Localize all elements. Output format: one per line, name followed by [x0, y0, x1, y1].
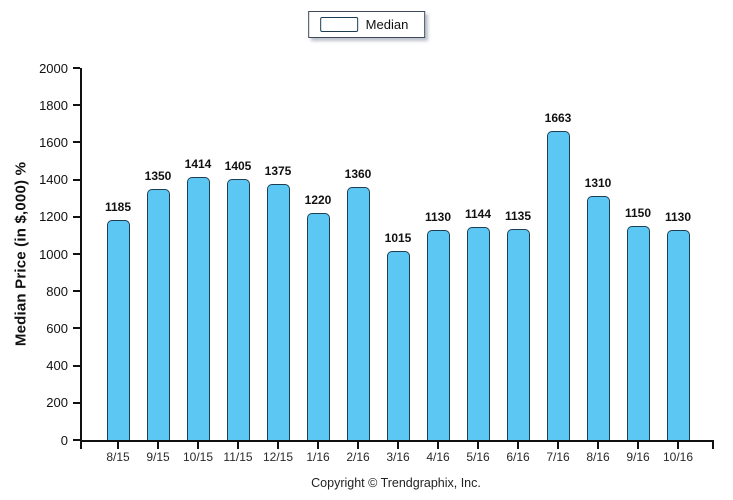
x-axis-tick: [437, 440, 439, 449]
x-axis-tick: [517, 440, 519, 449]
bar-value-label: 1220: [304, 193, 332, 208]
y-axis-tick: [73, 178, 80, 181]
x-axis-tick: [637, 440, 639, 449]
bar-value-label: 1144: [464, 207, 492, 222]
bar-6-16: [506, 228, 530, 440]
bar-value-label: 1414: [184, 156, 212, 171]
y-axis-label: 600: [46, 320, 68, 336]
copyright-text: Copyright © Trendgraphix, Inc.: [311, 476, 481, 490]
x-axis-tick: [357, 440, 359, 449]
bar-10-16: [666, 229, 690, 440]
x-axis-tick: [477, 440, 479, 449]
bar-value-label: 1663: [544, 110, 572, 125]
y-axis-tick: [73, 141, 80, 144]
bar-8-15: [106, 219, 130, 440]
y-axis-tick: [73, 439, 80, 441]
y-axis-tick: [73, 290, 80, 293]
x-axis-label: 10/15: [182, 450, 214, 464]
bar-10-15: [186, 177, 210, 440]
bar-value-label: 1015: [384, 231, 412, 246]
x-axis-label: 8/16: [586, 450, 610, 464]
bar-4-16: [426, 229, 450, 440]
x-axis-origin-tick: [80, 440, 82, 449]
y-axis-label: 2000: [39, 60, 68, 76]
bar-9-15: [146, 188, 170, 440]
x-axis-label: 8/15: [106, 450, 130, 464]
x-axis-tick: [677, 440, 679, 449]
x-axis-label: 7/16: [546, 450, 570, 464]
x-axis-label: 9/16: [626, 450, 650, 464]
x-axis-end-tick: [712, 440, 714, 449]
x-axis-tick: [277, 440, 279, 449]
y-axis-label: 1600: [39, 134, 68, 150]
x-axis-label: 4/16: [426, 450, 450, 464]
y-axis-label: 0: [60, 432, 68, 448]
x-axis-tick: [317, 440, 319, 449]
y-axis-tick: [73, 253, 80, 255]
y-axis-tick: [73, 67, 80, 69]
y-axis-tick: [73, 401, 80, 404]
y-axis-label: 1800: [39, 97, 68, 113]
bar-value-label: 1350: [144, 168, 172, 183]
x-axis-tick: [397, 440, 399, 449]
x-axis-label: 10/16: [662, 450, 694, 464]
bar-7-16: [546, 130, 570, 440]
x-axis-label: 5/16: [466, 450, 490, 464]
bar-value-label: 1360: [344, 167, 372, 182]
bar-12-15: [266, 184, 290, 440]
bar-value-label: 1310: [584, 176, 612, 191]
x-axis-tick: [197, 440, 199, 449]
x-axis-label: 11/15: [223, 450, 253, 464]
x-axis-label: 1/16: [306, 450, 330, 464]
x-axis-tick: [157, 440, 159, 449]
bar-value-label: 1405: [224, 158, 252, 173]
bar-value-label: 1150: [624, 206, 652, 221]
y-axis-label: 1400: [39, 172, 68, 188]
legend-box: Median: [307, 11, 426, 38]
x-axis-tick: [117, 440, 119, 449]
bar-11-15: [226, 178, 250, 440]
y-axis-tick: [73, 215, 80, 218]
bar-1-16: [306, 213, 330, 440]
y-axis-label: 400: [46, 358, 68, 374]
y-axis-tick: [73, 104, 80, 107]
bar-8-16: [586, 196, 610, 440]
y-axis-label: 800: [46, 283, 68, 299]
bar-value-label: 1130: [664, 209, 692, 224]
x-axis-label: 12/15: [262, 450, 294, 464]
bar-value-label: 1130: [424, 209, 452, 224]
bar-9-16: [626, 226, 650, 440]
x-axis-label: 3/16: [386, 450, 410, 464]
y-axis-label: 1200: [39, 209, 68, 225]
x-axis-tick: [237, 440, 239, 449]
x-axis-label: 2/16: [346, 450, 370, 464]
bar-value-label: 1185: [104, 199, 132, 214]
bar-value-label: 1135: [504, 208, 532, 223]
legend-median-label: Median: [365, 17, 409, 32]
y-axis-tick: [73, 364, 80, 367]
x-axis-tick: [557, 440, 559, 449]
bar-value-label: 1375: [264, 164, 292, 179]
x-axis-label: 6/16: [506, 450, 530, 464]
plot-area: 0 200 400 600 800 1000 1200 1400 1600 1800 2000 118…: [39, 61, 714, 464]
x-axis-tick: [597, 440, 599, 449]
bar-2-16: [346, 187, 370, 440]
x-axis-label: 9/15: [146, 450, 170, 464]
legend-median-swatch: [319, 17, 358, 32]
bar-3-16: [386, 251, 410, 440]
bar-5-16: [466, 227, 490, 440]
y-axis-tick: [73, 327, 80, 330]
y-axis-label: 1000: [39, 246, 68, 262]
y-axis-label: 200: [46, 395, 68, 411]
